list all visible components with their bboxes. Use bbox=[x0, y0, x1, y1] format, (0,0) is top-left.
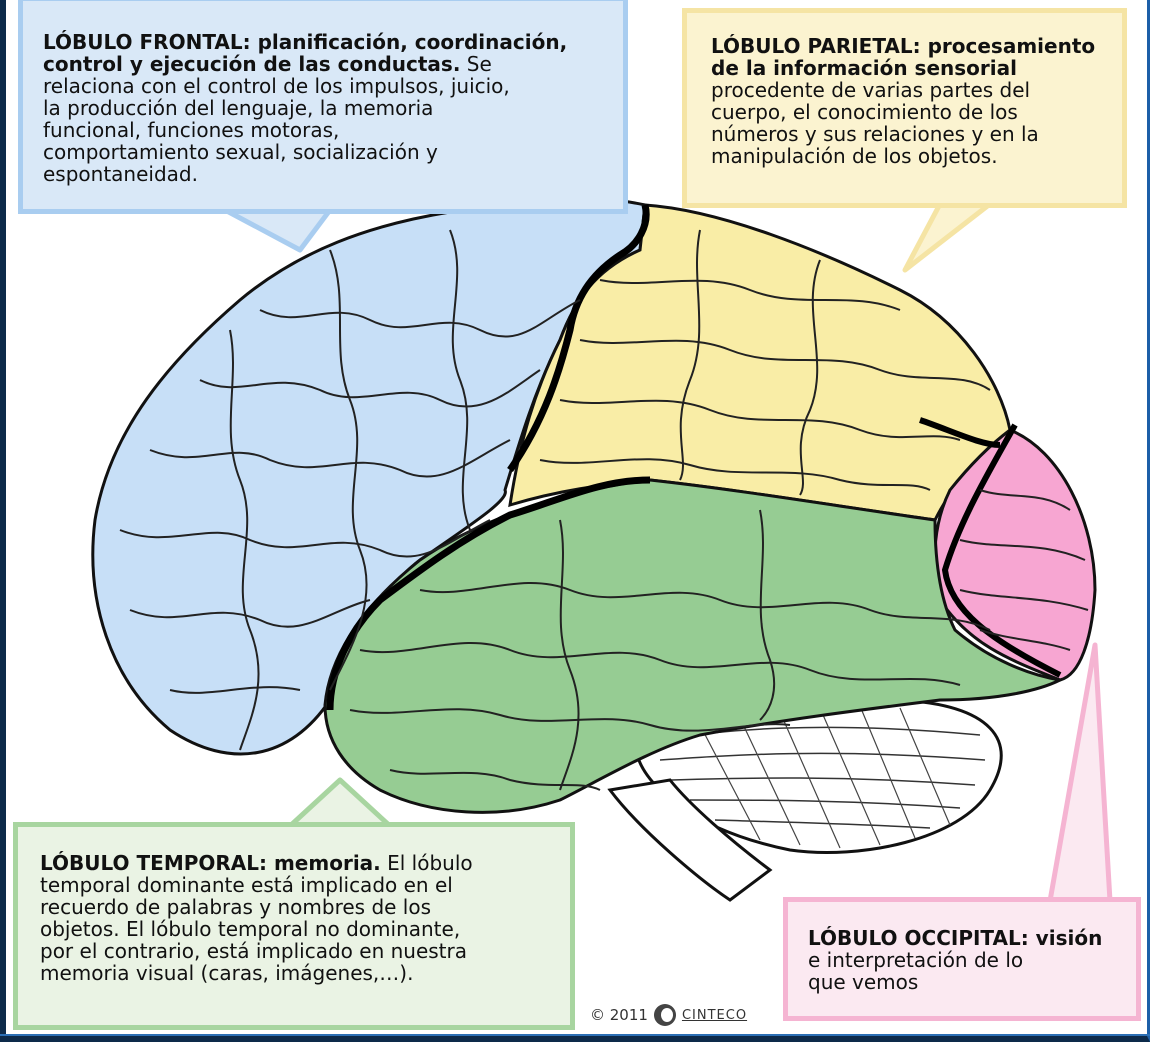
temporal-title: LÓBULO TEMPORAL: memoria. bbox=[40, 851, 381, 875]
frontal-gyri bbox=[119, 229, 581, 751]
parietal-callout: LÓBULO PARIETAL: procesamiento de la inf… bbox=[682, 8, 1127, 208]
bottom-rule bbox=[0, 1034, 1150, 1036]
brainstem bbox=[607, 778, 773, 902]
frontal-callout-tail bbox=[222, 207, 333, 253]
occipital-gyri bbox=[959, 489, 1089, 651]
brand-name: CINTECO bbox=[681, 1007, 748, 1023]
parietal-body: procedente de varias partes del cuerpo, … bbox=[711, 78, 1039, 168]
parietal-title: LÓBULO PARIETAL: procesamiento de la inf… bbox=[711, 34, 1096, 80]
occipital-body: e interpretación de lo que vemos bbox=[808, 948, 1024, 994]
occipital-callout: LÓBULO OCCIPITAL: visión e interpretació… bbox=[783, 897, 1141, 1021]
temporal-gyri bbox=[349, 509, 991, 791]
copyright-text: © 2011 bbox=[590, 1006, 648, 1024]
frontal-title: LÓBULO FRONTAL: planificación, coordinac… bbox=[43, 30, 568, 76]
temporal-body: El lóbulo temporal dominante está implic… bbox=[40, 851, 473, 985]
lateral-fissure bbox=[326, 476, 651, 711]
frontal-body: Se relaciona con el control de los impul… bbox=[43, 52, 510, 186]
occipital-title: LÓBULO OCCIPITAL: visión bbox=[808, 926, 1103, 950]
copyright-notice: © 2011 CINTECO bbox=[590, 1004, 747, 1026]
cinteco-logo-icon bbox=[653, 1004, 676, 1026]
parieto-occipital-sulcus bbox=[919, 417, 1062, 678]
parietal-gyri bbox=[539, 229, 991, 496]
occipital-callout-tail bbox=[1047, 642, 1113, 904]
central-sulcus bbox=[507, 204, 650, 473]
parietal-callout-tail bbox=[902, 201, 993, 273]
temporal-callout: LÓBULO TEMPORAL: memoria. El lóbulo temp… bbox=[13, 822, 575, 1030]
frontal-callout: LÓBULO FRONTAL: planificación, coordinac… bbox=[18, 0, 628, 214]
